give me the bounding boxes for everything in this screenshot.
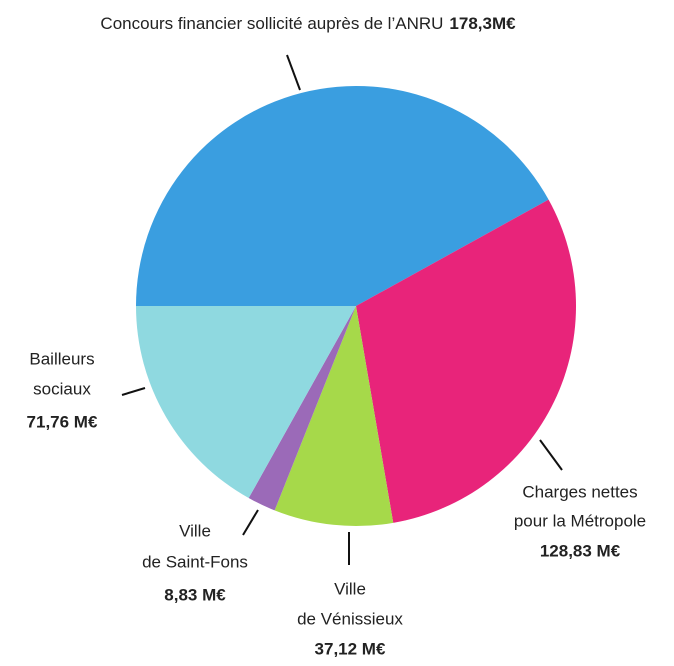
value-label: 128,83 M€ <box>540 541 621 560</box>
category-label: Bailleurs <box>29 349 94 368</box>
category-label: sociaux <box>33 379 91 398</box>
value-label: 8,83 M€ <box>164 585 226 604</box>
category-label: de Vénissieux <box>297 609 403 628</box>
category-label: de Saint-Fons <box>142 552 248 571</box>
pie-slice <box>136 306 356 499</box>
leader-line <box>286 54 301 91</box>
pie-slice <box>248 306 356 511</box>
value-label: 71,76 M€ <box>27 412 98 431</box>
category-label: Ville <box>179 521 211 540</box>
leader-line <box>121 387 146 396</box>
leader-line <box>539 439 563 471</box>
leader-line <box>242 509 259 536</box>
slice-label: Concours financier sollicité auprès de l… <box>100 14 516 33</box>
category-label: pour la Métropole <box>514 511 646 530</box>
category-label: Ville <box>334 579 366 598</box>
pie-slice <box>274 306 394 526</box>
pie-slice <box>356 199 576 523</box>
pie-slice <box>136 86 549 306</box>
value-label: 37,12 M€ <box>315 639 386 658</box>
category-label: Concours financier sollicité auprès de l… <box>100 14 443 33</box>
value-label: 178,3M€ <box>449 14 516 33</box>
category-label: Charges nettes <box>522 482 637 501</box>
